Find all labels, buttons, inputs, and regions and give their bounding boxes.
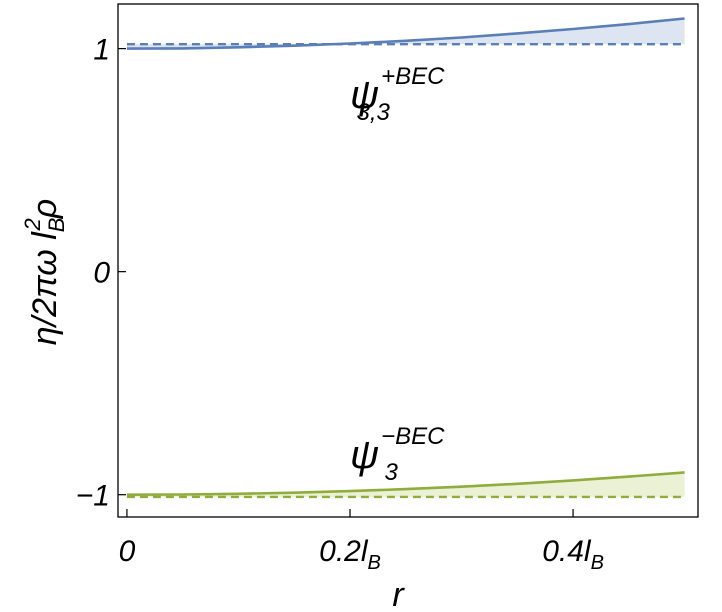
- y-axis-title: η/2πω lB2ρ: [20, 199, 69, 345]
- series-fill-layer: [126, 18, 685, 497]
- x-axis-title: r: [392, 576, 405, 612]
- series-0-fill: [126, 18, 685, 49]
- annotation-psi-plus: ψ+BEC 3,3: [350, 63, 445, 126]
- x-tick-label-0: 0: [119, 535, 136, 568]
- annotation-psi-minus: ψ−BEC 3: [350, 423, 445, 486]
- y-tick-label-1: 0: [93, 257, 110, 290]
- x-tick-label-2: 0.4lB: [542, 535, 604, 574]
- series-1-line: [126, 471, 685, 496]
- x-tick-label-1: 0.2lB: [319, 535, 381, 574]
- series-1-fill: [126, 472, 685, 497]
- tick-layer: 0 0.2lB 0.4lB 1 0 −1: [76, 34, 604, 574]
- plot-frame: [117, 3, 699, 518]
- series-line-layer: [126, 17, 685, 499]
- series-0-line: [126, 17, 685, 50]
- y-tick-label-0: 1: [93, 34, 110, 67]
- y-tick-label-2: −1: [76, 480, 110, 513]
